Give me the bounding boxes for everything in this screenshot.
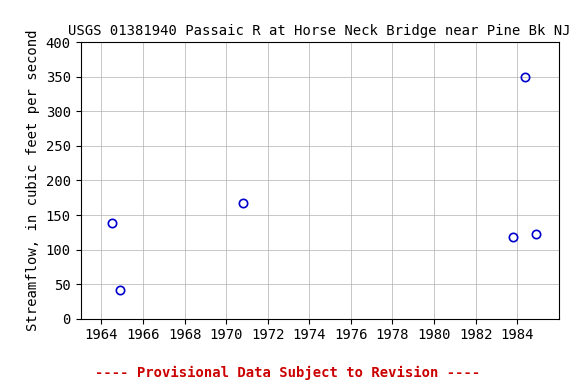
Title: USGS 01381940 Passaic R at Horse Neck Bridge near Pine Bk NJ: USGS 01381940 Passaic R at Horse Neck Br… <box>69 24 571 38</box>
Y-axis label: Streamflow, in cubic feet per second: Streamflow, in cubic feet per second <box>26 30 40 331</box>
Text: ---- Provisional Data Subject to Revision ----: ---- Provisional Data Subject to Revisio… <box>96 366 480 380</box>
